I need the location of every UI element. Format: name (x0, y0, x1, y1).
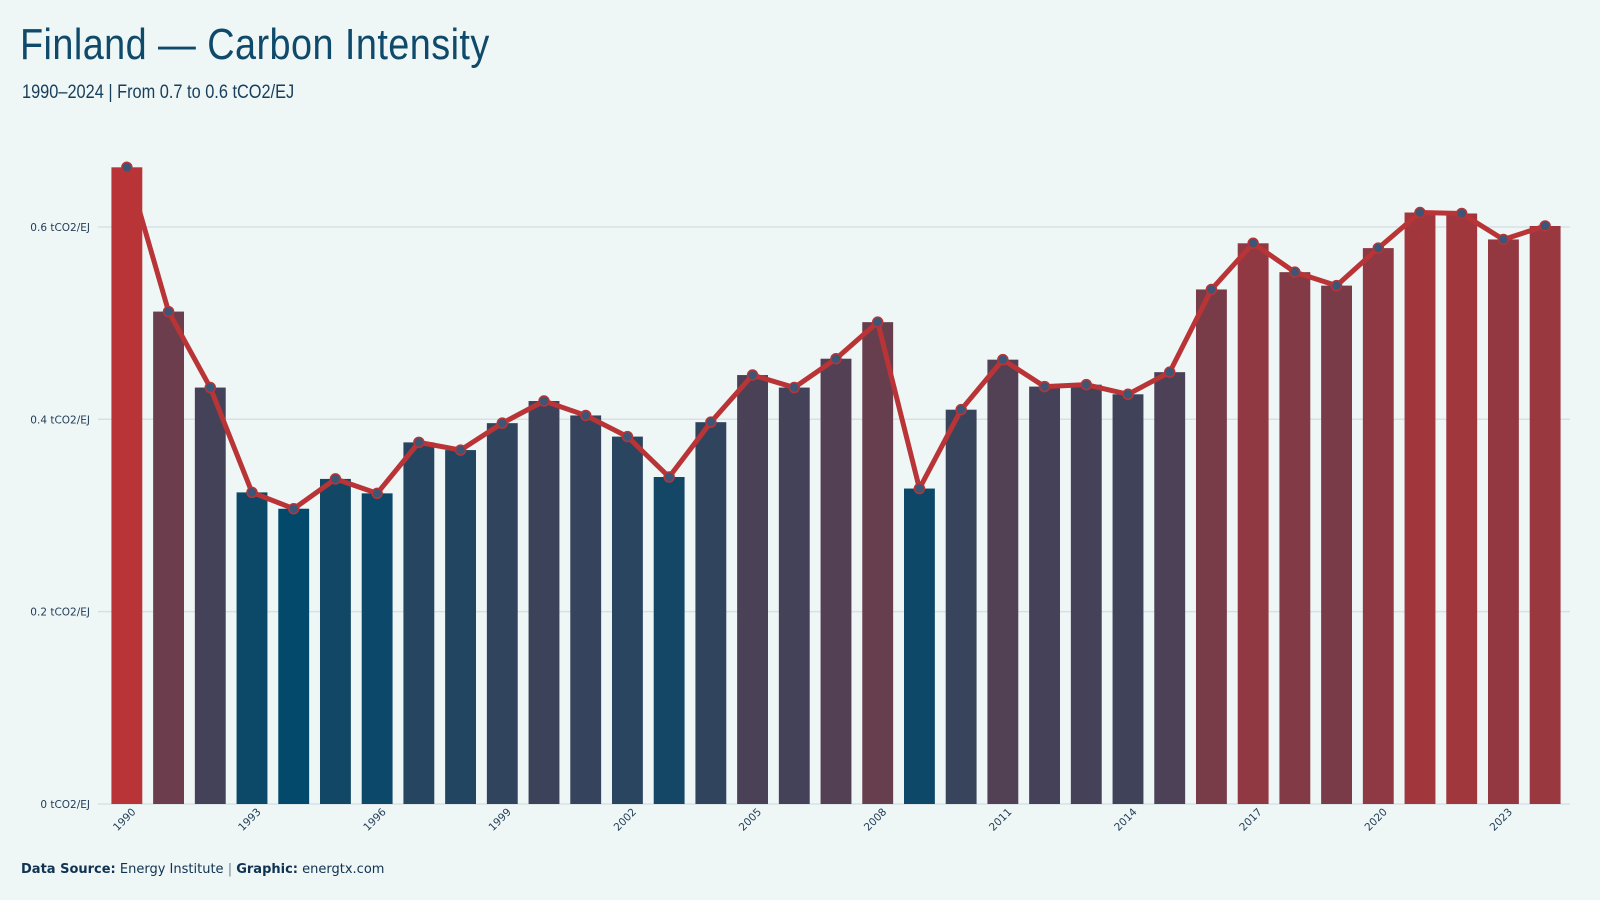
line-marker (1330, 279, 1343, 292)
bar (153, 311, 185, 804)
bar (361, 493, 393, 804)
line-marker (1038, 380, 1051, 393)
line-marker (162, 305, 175, 318)
bar (611, 436, 643, 804)
line-marker (413, 436, 425, 449)
bar (1529, 225, 1561, 804)
bar (1070, 384, 1102, 804)
bar (445, 450, 477, 804)
bar (778, 387, 810, 804)
line-marker (329, 473, 342, 485)
graphic-value: energtx.com (302, 862, 385, 877)
bar (486, 423, 518, 804)
line-marker (621, 430, 634, 443)
line-marker (1289, 266, 1301, 278)
line-marker (830, 352, 842, 365)
line-marker (454, 444, 467, 456)
line-marker (746, 369, 759, 381)
source-label: Data Source: (21, 862, 116, 877)
bar (1279, 272, 1311, 804)
line-marker (579, 409, 592, 422)
bar (653, 477, 685, 804)
line-marker (1205, 283, 1218, 296)
line-marker (871, 316, 884, 328)
x-axis-tick-labels: 1990 1993 1996 1999 2002 2005 2008 2011 2014 2017… (111, 806, 1515, 834)
x-tick-label: 2014 (1112, 806, 1140, 834)
bars (111, 167, 1561, 805)
chart-title: Finland — Carbon Intensity (20, 20, 490, 69)
bar (278, 508, 310, 804)
x-tick-label: 2023 (1488, 806, 1515, 833)
line-marker (496, 417, 509, 429)
bar (1154, 372, 1186, 804)
line-marker (246, 486, 258, 499)
line-marker (1122, 388, 1134, 401)
line-marker (913, 482, 926, 495)
footer-separator: | (227, 862, 233, 877)
bar (1321, 285, 1353, 804)
graphic-label: Graphic: (236, 862, 298, 877)
bar (945, 409, 977, 804)
bar (403, 442, 435, 804)
y-axis-tick-labels: 0 tCO2/EJ 0.2 tCO2/EJ 0.4 tCO2/EJ 0.6 tCO2/… (30, 222, 90, 811)
bar (111, 167, 143, 804)
bar (862, 322, 894, 804)
line-markers (121, 161, 1551, 515)
x-tick-label: 1993 (236, 806, 263, 833)
line-marker (1247, 237, 1259, 250)
line-marker (371, 487, 383, 500)
bar (1487, 239, 1519, 805)
y-tick-label: 0 tCO2/EJ (40, 799, 90, 811)
bar (236, 492, 268, 804)
bar (903, 488, 935, 804)
line-marker (663, 471, 675, 483)
bar (528, 401, 560, 804)
line-marker (287, 502, 300, 515)
line-marker (538, 395, 550, 407)
bar (987, 359, 1019, 804)
bar (1237, 243, 1269, 804)
x-tick-label: 2008 (862, 806, 889, 833)
bar (1446, 213, 1478, 805)
bar (737, 375, 769, 804)
y-tick-label: 0.6 tCO2/EJ (30, 222, 90, 234)
x-tick-label: 2002 (612, 806, 639, 833)
line-marker (955, 403, 967, 416)
bar (820, 358, 852, 804)
x-tick-label: 2020 (1362, 806, 1389, 833)
line-marker (121, 161, 133, 174)
line-marker (1497, 233, 1510, 246)
bar (319, 478, 351, 804)
line-marker (1372, 242, 1385, 254)
line-marker (1414, 206, 1426, 219)
bar (1195, 289, 1227, 804)
x-tick-label: 1996 (361, 806, 389, 834)
y-tick-label: 0.2 tCO2/EJ (30, 607, 90, 619)
line-marker (1080, 378, 1093, 391)
source-value: Energy Institute (119, 862, 224, 877)
bar (570, 415, 602, 804)
footer: Data Source: Energy Institute | Graphic:… (21, 862, 384, 877)
bar (1112, 394, 1144, 804)
x-tick-label: 2011 (987, 806, 1014, 833)
x-tick-label: 1999 (486, 806, 513, 833)
line-marker (1539, 220, 1551, 232)
bar (1404, 212, 1436, 804)
line-marker (1455, 207, 1468, 220)
y-tick-label: 0.4 tCO2/EJ (30, 414, 90, 426)
line-marker (1163, 366, 1176, 378)
bar (194, 387, 226, 804)
line-marker (204, 381, 217, 394)
line-marker (788, 381, 801, 394)
x-tick-label: 1990 (111, 806, 138, 833)
line-marker (997, 353, 1009, 366)
x-tick-label: 2017 (1237, 806, 1264, 833)
line-marker (705, 416, 717, 428)
x-tick-label: 2005 (737, 806, 764, 833)
bar (1362, 248, 1394, 805)
chart-subtitle: 1990–2024 | From 0.7 to 0.6 tCO2/EJ (22, 82, 295, 103)
bar (1029, 386, 1061, 804)
bar (695, 422, 727, 804)
